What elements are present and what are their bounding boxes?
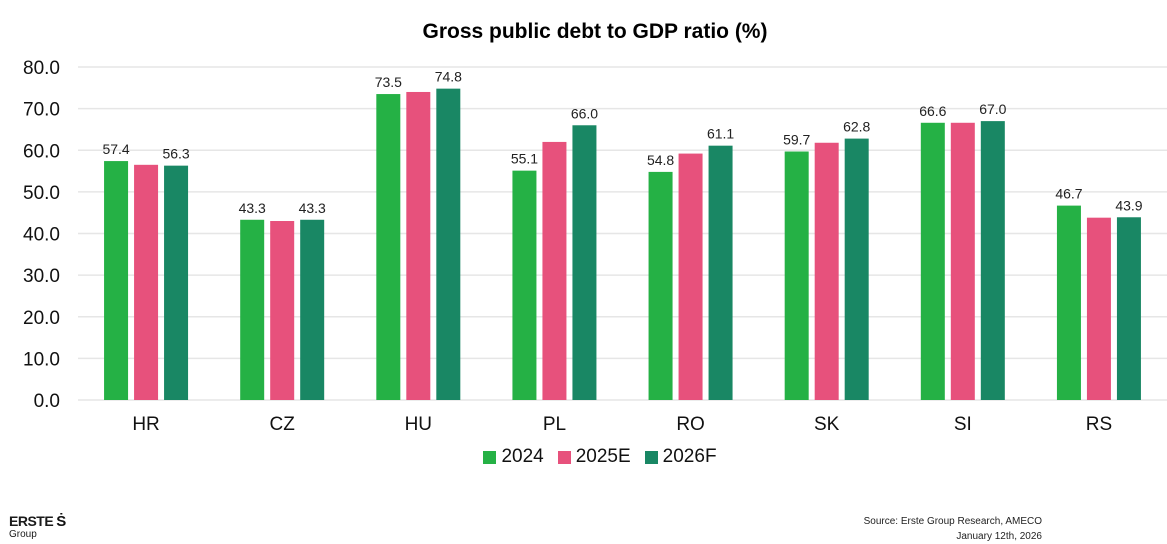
bar-rs-2025e <box>1086 217 1111 400</box>
y-axis-ticks: 0.0 10.0 20.0 30.0 40.0 50.0 60.0 70.0 80.0 <box>23 58 60 412</box>
y-tick-label: 0.0 <box>34 391 60 412</box>
bar-pl-2026f <box>572 125 597 401</box>
logo-wordmark: ERSTE <box>9 513 54 529</box>
legend-item: 2026F <box>644 446 717 468</box>
x-category-label: RS <box>1086 414 1112 435</box>
data-label: 46.7 <box>1055 186 1082 202</box>
bar-rs-2026f <box>1116 217 1141 400</box>
bar-pl-2025e <box>542 141 567 401</box>
bar-hu-2024 <box>376 94 401 401</box>
bar-ro-2026f <box>708 145 733 400</box>
bar-chart: 0.0 10.0 20.0 30.0 40.0 50.0 60.0 70.0 80.0 57.4… <box>23 58 1167 435</box>
bar-si-2024 <box>920 122 945 400</box>
y-tick-label: 40.0 <box>23 225 60 246</box>
sparkasse-s-icon: Ṡ <box>56 513 67 530</box>
data-label: 73.5 <box>375 74 402 90</box>
x-category-label: HU <box>405 414 432 435</box>
data-label: 67.0 <box>979 101 1006 117</box>
bar-si-2025e <box>950 122 975 400</box>
legend-label: 2024 <box>501 446 544 467</box>
data-label: 57.4 <box>102 141 129 157</box>
date-text: January 12th, 2026 <box>956 531 1042 542</box>
data-label: 55.1 <box>511 151 538 167</box>
data-label: 66.6 <box>919 103 946 119</box>
y-tick-label: 50.0 <box>23 183 60 204</box>
x-category-label: CZ <box>270 414 296 435</box>
bar-cz-2026f <box>300 219 325 400</box>
data-labels: 57.4 56.3 43.3 43.3 73.5 74.8 55.1 66.0 54.8 61.1… <box>102 69 1142 216</box>
source-note: Source: Erste Group Research, AMECO Janu… <box>864 514 1042 544</box>
bar-hu-2026f <box>436 88 461 401</box>
y-tick-label: 20.0 <box>23 308 60 329</box>
bars <box>104 88 1141 401</box>
bar-hr-2026f <box>164 165 189 400</box>
legend-label: 2026F <box>662 446 717 467</box>
x-category-label: PL <box>543 414 566 435</box>
bar-ro-2024 <box>648 171 673 400</box>
legend-item: 2025E <box>557 446 631 468</box>
bar-ro-2025e <box>678 153 703 400</box>
data-label: 74.8 <box>435 69 462 85</box>
y-tick-label: 10.0 <box>23 349 60 370</box>
data-label: 59.7 <box>783 131 810 147</box>
x-category-label: SI <box>954 414 972 435</box>
bar-cz-2025e <box>270 221 295 400</box>
x-axis-categories: HR CZ HU PL RO SK SI RS <box>132 414 1112 435</box>
data-label: 54.8 <box>647 152 674 168</box>
legend: 2024 2025E 2026F <box>0 446 1167 468</box>
source-text: Source: Erste Group Research, AMECO <box>863 516 1042 527</box>
bar-cz-2024 <box>240 219 265 400</box>
y-tick-label: 60.0 <box>23 141 60 162</box>
y-tick-label: 30.0 <box>23 266 60 287</box>
bar-pl-2024 <box>512 170 537 400</box>
legend-swatch <box>557 450 571 464</box>
y-tick-label: 80.0 <box>23 58 60 79</box>
bar-sk-2024 <box>784 151 809 400</box>
legend-swatch <box>483 450 497 464</box>
x-category-label: SK <box>814 414 840 435</box>
bar-sk-2026f <box>844 138 869 400</box>
data-label: 56.3 <box>162 146 189 162</box>
bar-si-2026f <box>980 121 1005 401</box>
data-label: 43.3 <box>299 200 326 216</box>
logo-subtitle: Group <box>9 529 37 540</box>
data-label: 43.9 <box>1115 197 1142 213</box>
data-label: 61.1 <box>707 126 734 142</box>
data-label: 43.3 <box>239 200 266 216</box>
erste-logo: ERSTE Ṡ Group <box>9 513 66 540</box>
legend-swatch <box>644 450 658 464</box>
bar-sk-2025e <box>814 142 839 400</box>
x-category-label: HR <box>132 414 159 435</box>
y-tick-label: 70.0 <box>23 100 60 121</box>
chart-title: Gross public debt to GDP ratio (%) <box>422 20 768 43</box>
bar-hu-2025e <box>406 91 431 400</box>
x-category-label: RO <box>676 414 705 435</box>
bar-hr-2024 <box>104 161 129 400</box>
data-label: 66.0 <box>571 105 598 121</box>
data-label: 62.8 <box>843 119 870 135</box>
legend-label: 2025E <box>575 446 631 467</box>
bar-hr-2025e <box>134 164 159 400</box>
legend-item: 2024 <box>483 446 544 468</box>
bar-rs-2024 <box>1056 205 1081 400</box>
